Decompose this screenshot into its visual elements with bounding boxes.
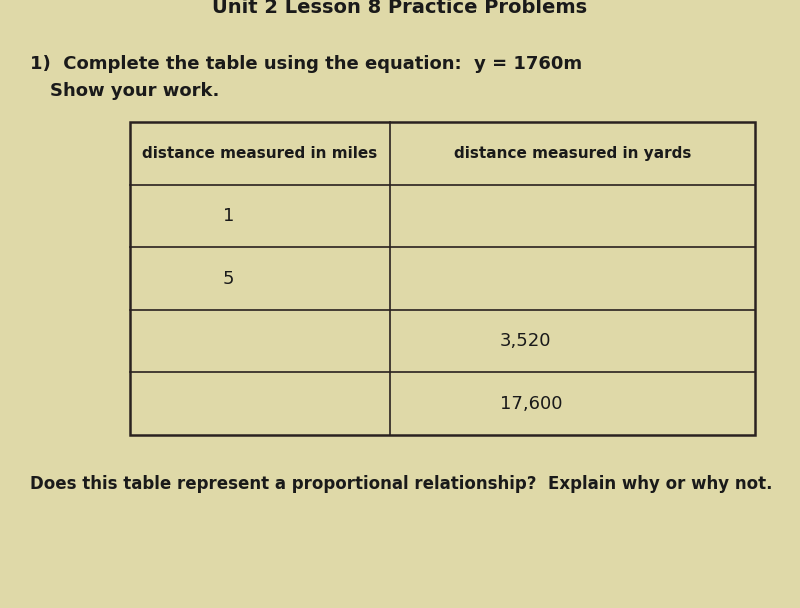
- Text: Show your work.: Show your work.: [50, 82, 219, 100]
- Text: distance measured in yards: distance measured in yards: [454, 146, 691, 161]
- Text: 1)  Complete the table using the equation:  y = 1760m: 1) Complete the table using the equation…: [30, 55, 582, 73]
- Text: 1: 1: [223, 207, 234, 225]
- Text: 3,520: 3,520: [499, 332, 551, 350]
- Text: Does this table represent a proportional relationship?  Explain why or why not.: Does this table represent a proportional…: [30, 475, 773, 493]
- Text: Unit 2 Lesson 8 Practice Problems: Unit 2 Lesson 8 Practice Problems: [213, 0, 587, 17]
- Text: distance measured in miles: distance measured in miles: [142, 146, 378, 161]
- Text: 17,600: 17,600: [499, 395, 562, 413]
- Bar: [130, 122, 755, 435]
- Text: 5: 5: [223, 269, 234, 288]
